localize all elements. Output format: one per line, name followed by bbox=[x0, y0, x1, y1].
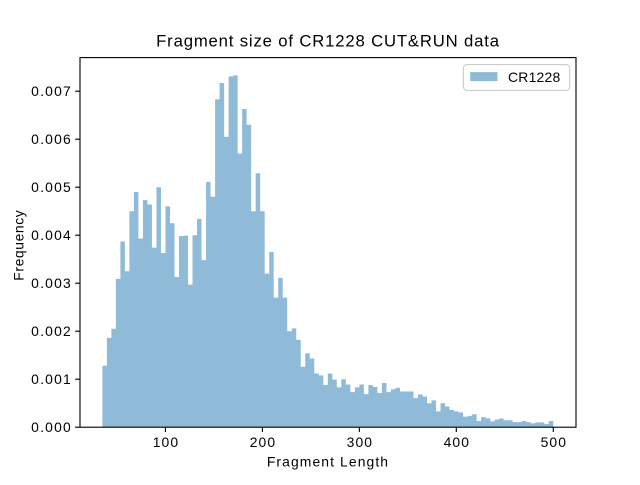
svg-text:Fragment size of CR1228 CUT&RU: Fragment size of CR1228 CUT&RUN data bbox=[156, 32, 500, 51]
svg-text:200: 200 bbox=[250, 434, 276, 450]
svg-text:0.007: 0.007 bbox=[31, 83, 72, 99]
svg-text:400: 400 bbox=[444, 434, 470, 450]
svg-text:0.005: 0.005 bbox=[31, 179, 72, 195]
svg-text:0.006: 0.006 bbox=[31, 131, 72, 147]
svg-text:100: 100 bbox=[153, 434, 179, 450]
svg-text:Fragment Length: Fragment Length bbox=[267, 454, 389, 470]
svg-text:0.003: 0.003 bbox=[31, 275, 72, 291]
svg-text:0.002: 0.002 bbox=[31, 323, 72, 339]
svg-text:0.004: 0.004 bbox=[31, 227, 72, 243]
svg-text:0.000: 0.000 bbox=[31, 419, 72, 435]
svg-text:300: 300 bbox=[347, 434, 373, 450]
svg-text:500: 500 bbox=[541, 434, 567, 450]
svg-text:CR1228: CR1228 bbox=[508, 69, 560, 85]
svg-text:Frequency: Frequency bbox=[11, 210, 27, 281]
svg-text:0.001: 0.001 bbox=[31, 371, 72, 387]
